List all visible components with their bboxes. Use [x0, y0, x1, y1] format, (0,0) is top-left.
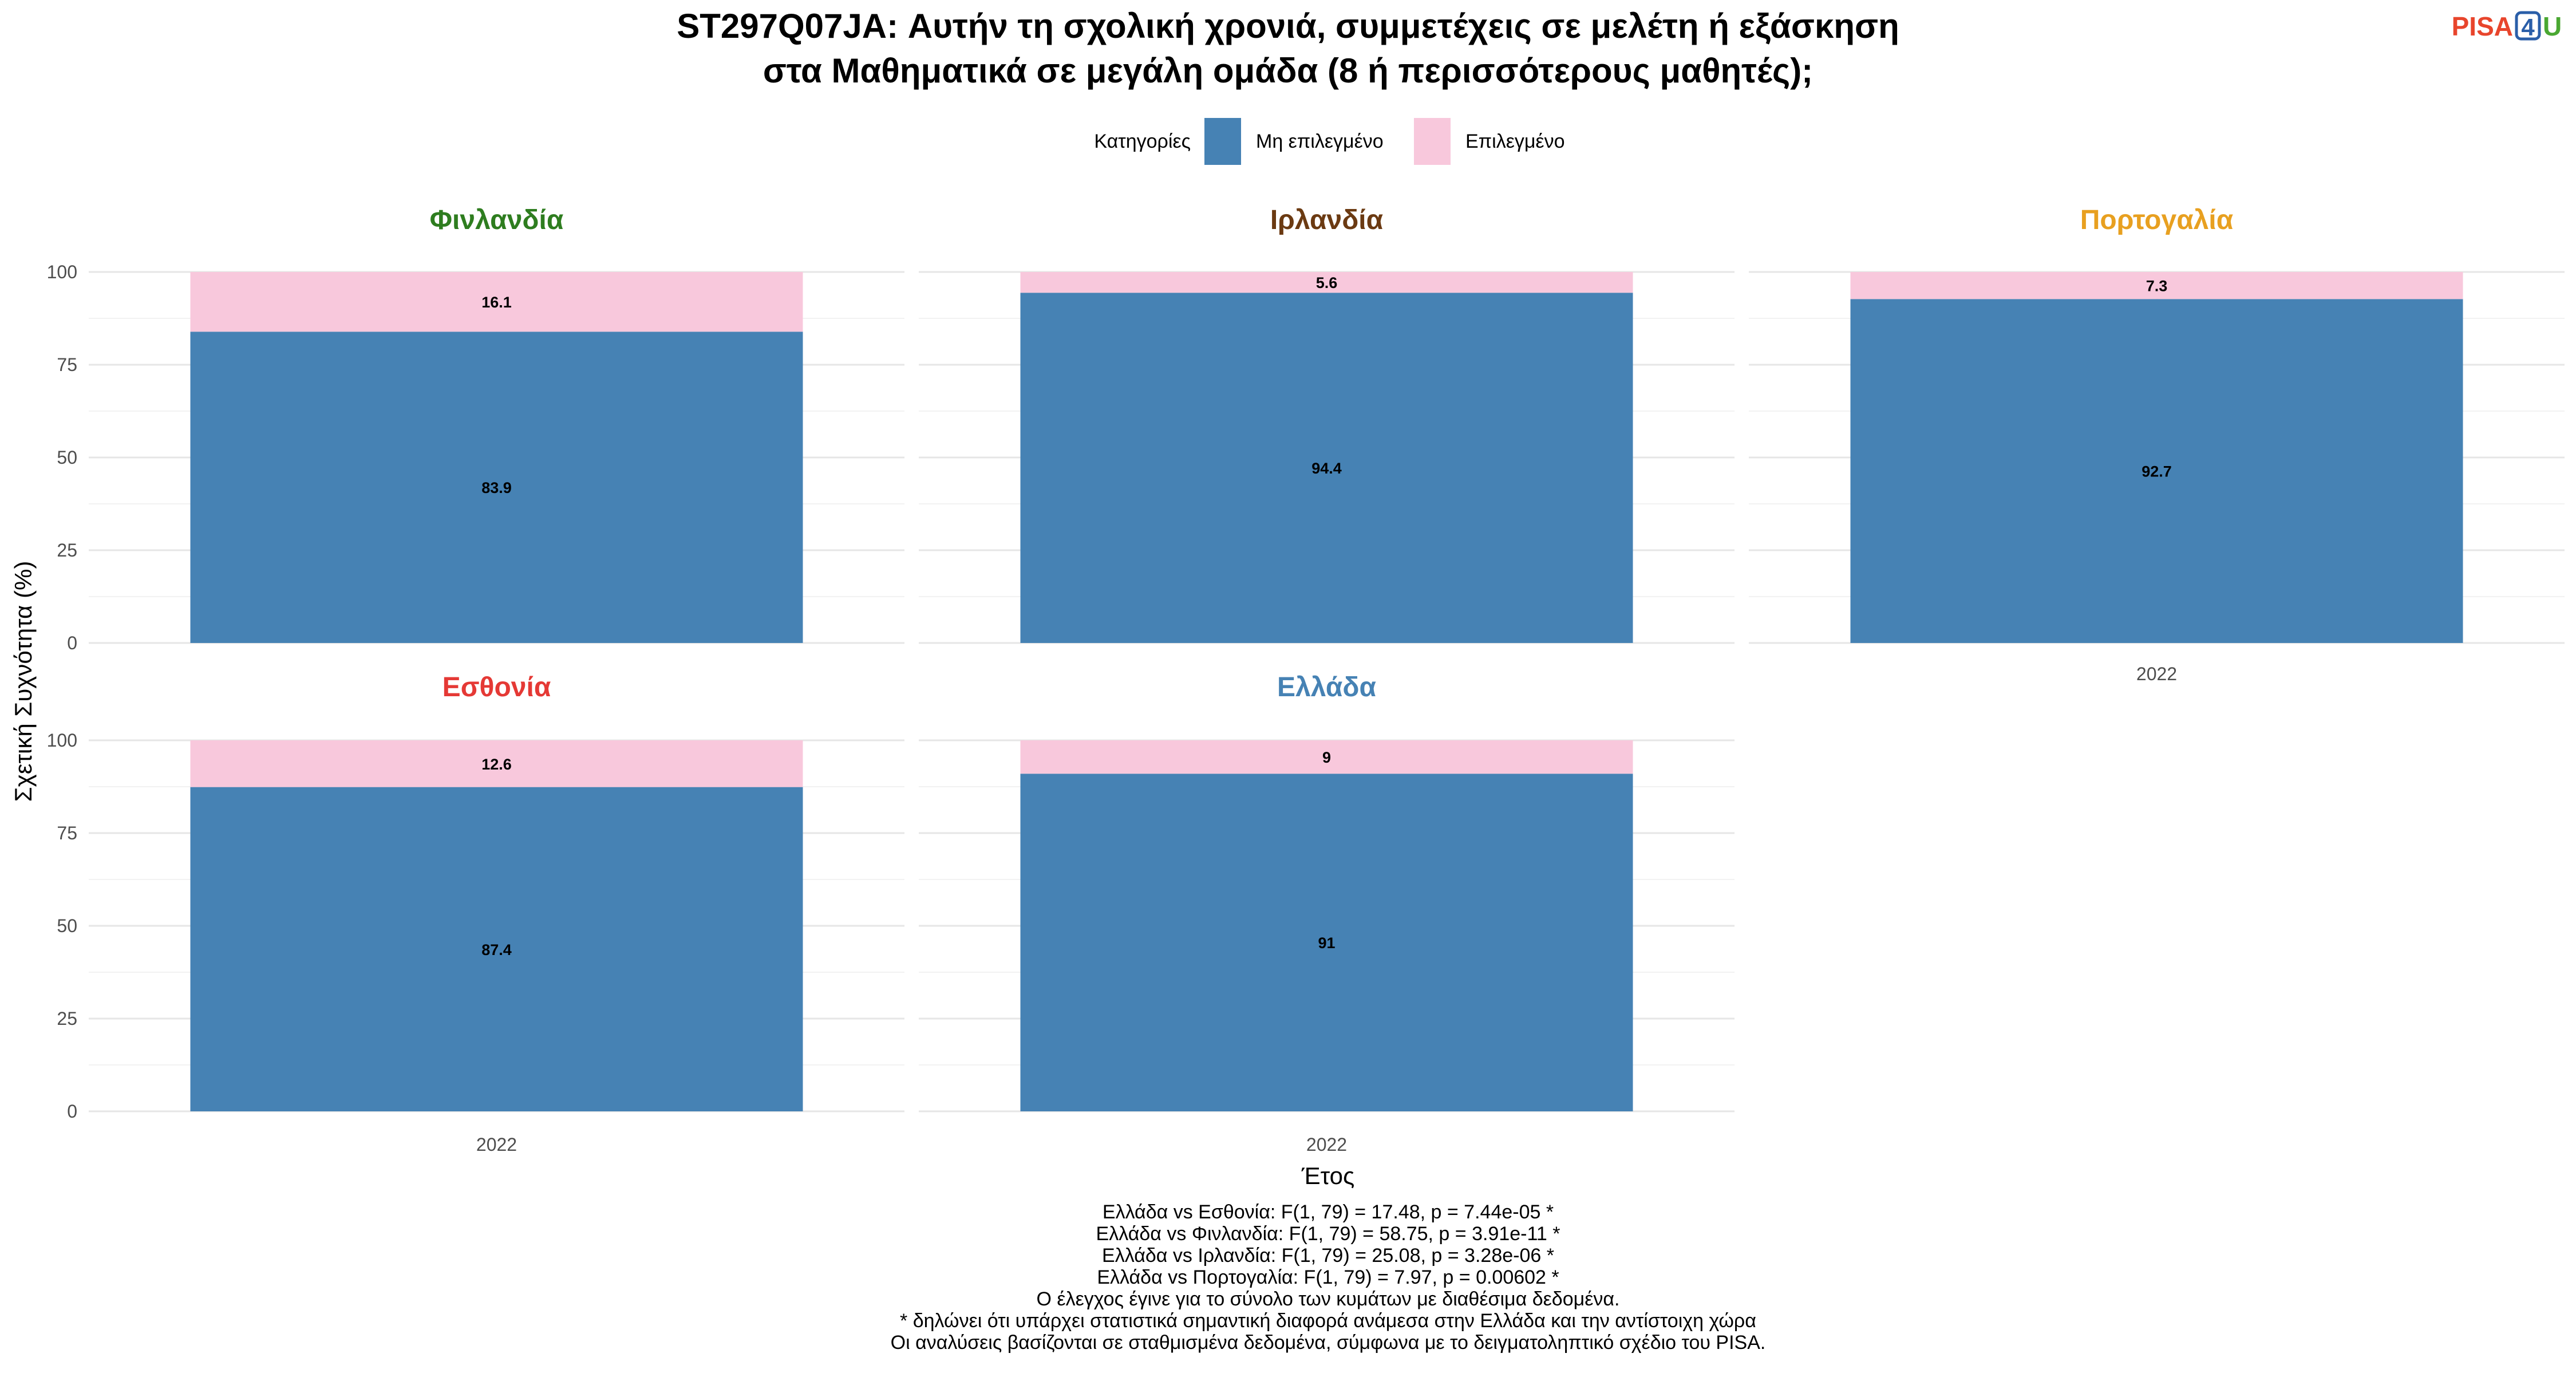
y-tick-label: 75: [57, 354, 77, 375]
y-tick-label: 25: [57, 540, 77, 561]
legend: Κατηγορίες Μη επιλεγμένο Επιλεγμένο: [1094, 118, 1565, 165]
legend-title: Κατηγορίες: [1094, 131, 1191, 152]
legend-label-selected: Επιλεγμένο: [1465, 131, 1565, 152]
y-tick-label: 0: [67, 1101, 77, 1122]
logo-text-right: U: [2543, 11, 2562, 41]
bar-not-selected: [1020, 774, 1633, 1111]
footnote-2: Ελλάδα vs Φινλανδία: F(1, 79) = 58.75, p…: [1096, 1223, 1560, 1245]
footnote-6: * δηλώνει ότι υπάρχει στατιστικά σημαντι…: [900, 1310, 1756, 1332]
bar-selected: [190, 272, 803, 332]
y-tick-label: 0: [67, 633, 77, 653]
footnote-5: Ο έλεγχος έγινε για το σύνολο των κυμάτω…: [1037, 1288, 1620, 1310]
data-label-not-selected: 83.9: [481, 479, 512, 496]
y-tick-label: 100: [47, 262, 77, 282]
chart-title-line1: ST297Q07JA: Αυτήν τη σχολική χρονιά, συμ…: [677, 7, 1899, 45]
bar-not-selected: [1850, 299, 2463, 643]
facet-title: Φινλανδία: [430, 205, 564, 235]
data-label-selected: 12.6: [481, 756, 512, 773]
facet-title: Πορτογαλία: [2080, 205, 2234, 235]
x-tick-label: 2022: [2136, 664, 2177, 684]
footnote-3: Ελλάδα vs Ιρλανδία: F(1, 79) = 25.08, p …: [1102, 1245, 1554, 1266]
facet-panel-4: 87.4 12.6 Εσθονία 0 25 50 75 100 2022: [47, 672, 904, 1155]
data-label-selected: 9: [1322, 749, 1331, 766]
data-label-not-selected: 91: [1318, 934, 1335, 952]
bar-selected: [190, 740, 803, 787]
y-tick-label: 50: [57, 447, 77, 468]
footnotes: Ελλάδα vs Εσθονία: F(1, 79) = 17.48, p =…: [891, 1201, 1766, 1354]
facet-panel-5: 91 9 Ελλάδα 2022: [919, 672, 1735, 1155]
data-label-not-selected: 92.7: [2142, 463, 2172, 480]
footnote-4: Ελλάδα vs Πορτογαλία: F(1, 79) = 7.97, p…: [1097, 1266, 1559, 1288]
bar-selected: [1850, 272, 2463, 299]
y-tick-label: 75: [57, 823, 77, 843]
data-label-selected: 16.1: [481, 294, 512, 311]
legend-label-not-selected: Μη επιλεγμένο: [1256, 131, 1384, 152]
bar-selected: [1020, 740, 1633, 774]
bar-not-selected: [190, 332, 803, 643]
bar-not-selected: [190, 787, 803, 1111]
logo-text-box: 4: [2521, 14, 2535, 41]
data-label-selected: 7.3: [2146, 278, 2168, 295]
data-label-selected: 5.6: [1316, 274, 1338, 291]
legend-swatch-selected: [1414, 118, 1451, 165]
facet-title: Εσθονία: [442, 672, 551, 703]
data-label-not-selected: 87.4: [481, 941, 512, 958]
facet-panel-2: 94.4 5.6 Ιρλανδία: [919, 205, 1735, 644]
logo-text-left: PISA: [2452, 11, 2513, 41]
facet-panel-3: 92.7 7.3 Πορτογαλία 2022: [1749, 205, 2565, 684]
y-tick-label: 50: [57, 916, 77, 936]
y-axis-label: Σχετική Συχνότητα (%): [10, 561, 37, 802]
y-tick-label: 25: [57, 1008, 77, 1029]
data-label-not-selected: 94.4: [1311, 460, 1342, 477]
facet-panel-1: 83.9 16.1 Φινλανδία 0 25 50 75 100: [47, 205, 904, 653]
y-tick-label: 100: [47, 730, 77, 751]
bar-selected: [1020, 272, 1633, 293]
facet-title: Ιρλανδία: [1270, 205, 1384, 235]
bar-not-selected: [1020, 293, 1633, 644]
footnote-7: Οι αναλύσεις βασίζονται σε σταθμισμένα δ…: [891, 1332, 1766, 1354]
legend-swatch-not-selected: [1204, 118, 1241, 165]
x-tick-label: 2022: [1306, 1134, 1347, 1155]
x-tick-label: 2022: [476, 1134, 517, 1155]
pisa-logo: PISA 4 U: [2452, 11, 2562, 41]
x-axis-label: Έτος: [1301, 1162, 1355, 1189]
chart-title-line2: στα Μαθηματικά σε μεγάλη ομάδα (8 ή περι…: [763, 52, 1813, 90]
facet-panels: 83.9 16.1 Φινλανδία 0 25 50 75 100 94.4 5.6 Ιρλανδ…: [47, 205, 2565, 1155]
logo-box: [2515, 11, 2541, 41]
facet-title: Ελλάδα: [1277, 672, 1376, 703]
footnote-1: Ελλάδα vs Εσθονία: F(1, 79) = 17.48, p =…: [1103, 1201, 1554, 1223]
